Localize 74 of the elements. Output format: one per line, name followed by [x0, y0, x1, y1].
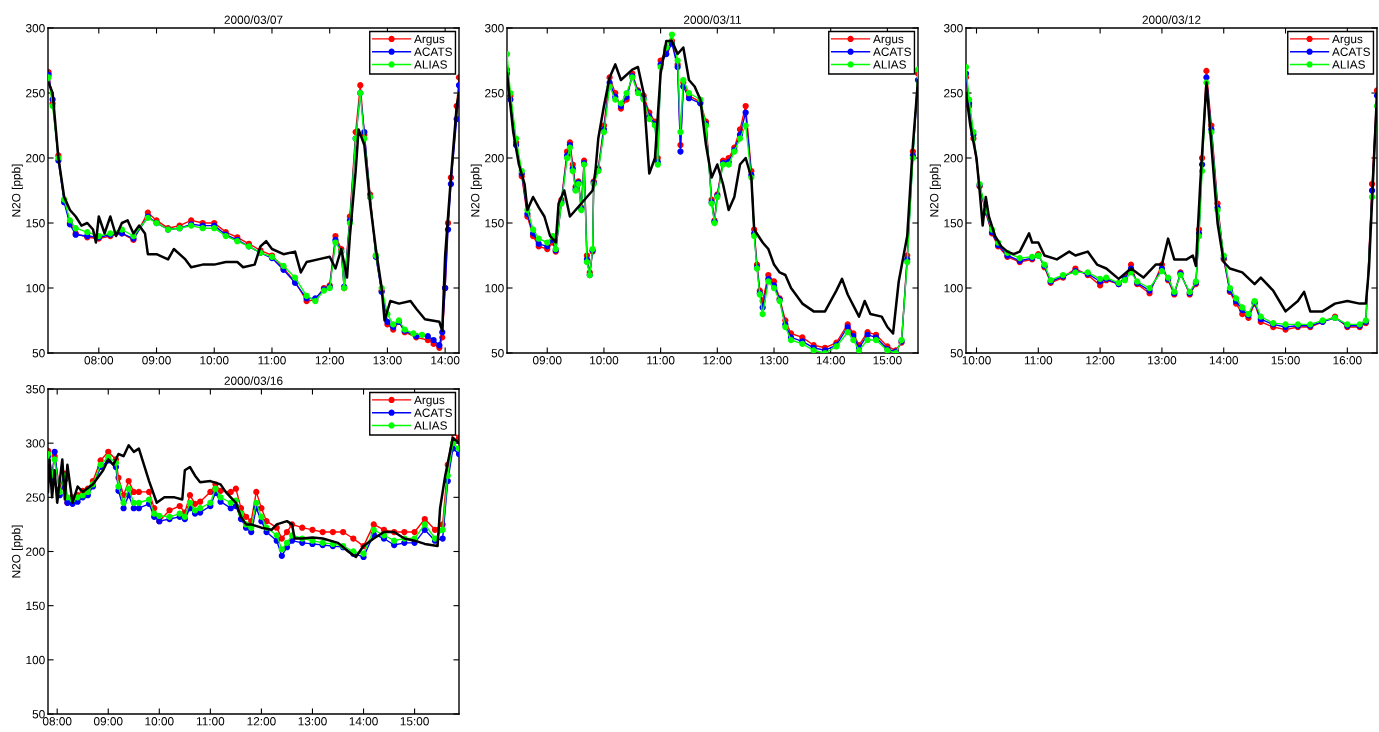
- x-tick-label: 10:00: [145, 717, 174, 726]
- x-tick-label: 16:00: [1333, 356, 1362, 365]
- y-tick-label: 100: [485, 284, 504, 293]
- x-tick-label: 13:00: [373, 356, 402, 365]
- x-tick-label: 08:00: [42, 717, 72, 726]
- y-tick-label: 150: [26, 601, 45, 611]
- y-tick-label: 50: [491, 349, 504, 358]
- legend-label: ACATS: [414, 47, 452, 56]
- y-tick-label: 50: [950, 349, 963, 358]
- y-tick-label: 100: [944, 284, 963, 293]
- x-tick-label: 11:00: [258, 356, 286, 365]
- y-tick-label: 300: [943, 24, 963, 33]
- x-tick-label: 10:00: [200, 356, 229, 365]
- x-tick-label: 12:00: [315, 356, 345, 365]
- y-tick-label: 250: [26, 493, 45, 502]
- x-tick-label: 15:00: [873, 356, 902, 365]
- y-axis-title: N2O [ppb]: [929, 164, 941, 217]
- y-tick-label: 50: [32, 710, 45, 719]
- legend-label: ALIAS: [414, 421, 447, 430]
- y-tick-label: 150: [485, 219, 504, 228]
- x-tick-label: 11:00: [647, 356, 675, 365]
- legend-label: ALIAS: [1332, 60, 1365, 69]
- y-tick-label: 50: [32, 349, 45, 358]
- legend-label: ALIAS: [414, 60, 447, 69]
- y-tick-label: 350: [25, 385, 45, 394]
- y-tick-label: 250: [26, 89, 45, 98]
- y-tick-label: 300: [484, 24, 504, 33]
- x-tick-label: 15:00: [400, 717, 429, 726]
- legend-label: Argus: [1332, 34, 1363, 46]
- y-axis-title: N2O [ppb]: [11, 164, 23, 217]
- x-tick-label: 11:00: [196, 717, 225, 726]
- y-tick-label: 100: [26, 655, 45, 665]
- x-tick-label: 14:00: [816, 356, 846, 365]
- x-tick-label: 10:00: [590, 356, 619, 365]
- x-tick-label: 14:00: [349, 717, 378, 726]
- y-tick-label: 150: [944, 219, 963, 228]
- x-tick-label: 12:00: [703, 356, 732, 365]
- x-tick-label: 09:00: [142, 356, 171, 365]
- x-tick-label: 09:00: [532, 356, 562, 365]
- y-axis-title: N2O [ppb]: [470, 164, 482, 217]
- x-tick-label: 12:00: [247, 717, 276, 726]
- y-tick-label: 300: [25, 439, 45, 448]
- y-tick-label: 250: [944, 89, 963, 98]
- x-tick-label: 14:00: [431, 356, 460, 365]
- chart-title: 2000/03/11: [683, 15, 742, 24]
- legend-label: ALIAS: [873, 60, 906, 69]
- x-tick-label: 10:00: [962, 356, 991, 365]
- y-tick-label: 300: [25, 24, 45, 33]
- legend-label: ACATS: [873, 47, 911, 56]
- legend-label: Argus: [414, 395, 445, 407]
- legend-label: ACATS: [1332, 47, 1370, 56]
- legend-label: ACATS: [414, 408, 452, 417]
- chart-title: 2000/03/16: [224, 376, 283, 385]
- legend-label: Argus: [873, 34, 904, 46]
- x-tick-label: 13:00: [760, 356, 789, 365]
- chart-title: 2000/03/12: [1142, 15, 1201, 24]
- chart-title: 2000/03/07: [224, 15, 283, 24]
- x-tick-label: 08:00: [84, 356, 114, 365]
- y-tick-label: 150: [26, 219, 45, 228]
- y-tick-label: 200: [26, 154, 45, 163]
- x-tick-label: 13:00: [1148, 356, 1177, 365]
- y-tick-label: 100: [26, 284, 45, 293]
- y-axis-title: N2O [ppb]: [11, 525, 23, 578]
- legend-label: Argus: [414, 34, 445, 46]
- x-tick-label: 13:00: [298, 717, 327, 726]
- y-tick-label: 200: [485, 154, 504, 163]
- x-tick-label: 12:00: [1086, 356, 1115, 365]
- y-tick-label: 250: [485, 89, 504, 98]
- x-tick-label: 11:00: [1024, 356, 1053, 365]
- x-tick-label: 14:00: [1209, 356, 1239, 365]
- y-tick-label: 200: [26, 547, 45, 556]
- x-tick-label: 09:00: [93, 717, 123, 726]
- y-tick-label: 200: [944, 154, 963, 163]
- x-tick-label: 15:00: [1271, 356, 1300, 365]
